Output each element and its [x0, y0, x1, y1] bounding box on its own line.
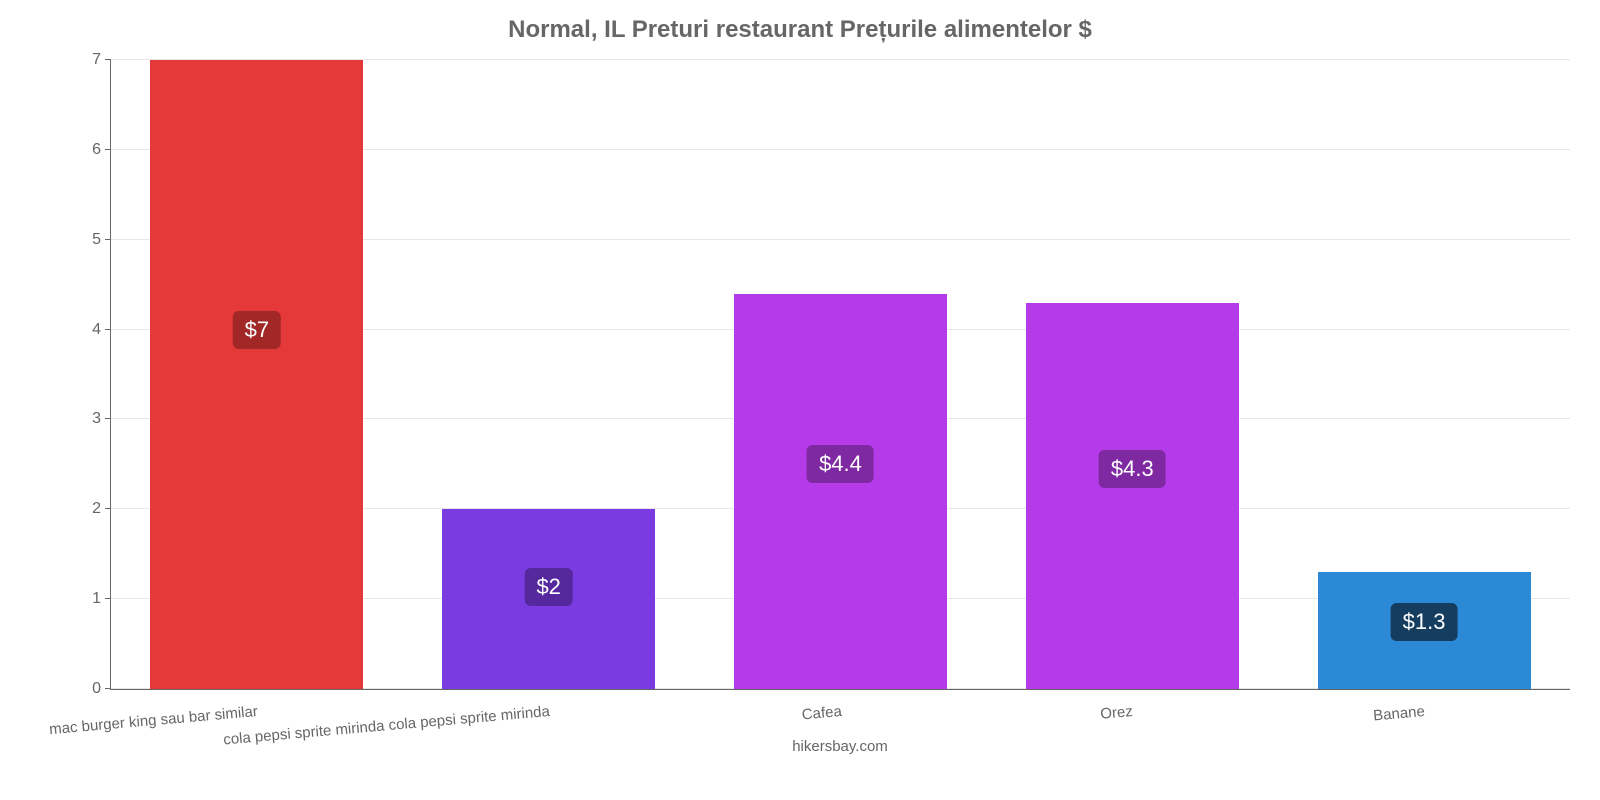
ytick-label: 6: [92, 141, 101, 159]
ytick-mark: [105, 418, 111, 419]
ytick-label: 4: [92, 321, 101, 339]
ytick-mark: [105, 329, 111, 330]
plot-region: 01234567$7mac burger king sau bar simila…: [110, 60, 1570, 690]
value-badge: $1.3: [1391, 603, 1458, 641]
ytick-label: 1: [92, 590, 101, 608]
xtick-label: cola pepsi sprite mirinda cola pepsi spr…: [222, 703, 550, 748]
credit-text: hikersbay.com: [792, 738, 888, 755]
chart-area: 01234567$7mac burger king sau bar simila…: [110, 60, 1570, 690]
bar: $1.3: [1318, 572, 1531, 689]
chart-title: Normal, IL Preturi restaurant Prețurile …: [0, 0, 1600, 52]
ytick-label: 7: [92, 51, 101, 69]
ytick-mark: [105, 508, 111, 509]
value-badge: $4.3: [1099, 450, 1166, 488]
value-badge: $7: [233, 311, 281, 349]
xtick-label: Orez: [1100, 703, 1134, 723]
value-badge: $2: [524, 568, 572, 606]
bar: $4.3: [1026, 303, 1239, 689]
ytick-mark: [105, 239, 111, 240]
value-badge: $4.4: [807, 445, 874, 483]
xtick-label: Cafea: [801, 703, 842, 723]
ytick-mark: [105, 149, 111, 150]
xtick-label: Banane: [1373, 703, 1426, 724]
ytick-mark: [105, 688, 111, 689]
ytick-mark: [105, 598, 111, 599]
ytick-label: 3: [92, 410, 101, 428]
ytick-label: 2: [92, 500, 101, 518]
bar: $4.4: [734, 294, 947, 689]
bar: $2: [442, 509, 655, 689]
ytick-label: 0: [92, 680, 101, 698]
bar: $7: [150, 60, 363, 689]
ytick-label: 5: [92, 231, 101, 249]
ytick-mark: [105, 59, 111, 60]
